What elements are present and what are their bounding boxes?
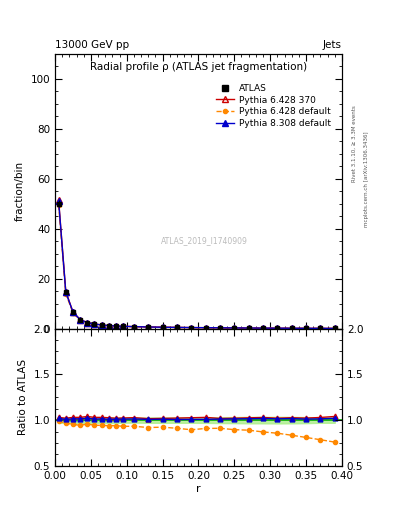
Y-axis label: fraction/bin: fraction/bin bbox=[15, 161, 25, 221]
Text: 13000 GeV pp: 13000 GeV pp bbox=[55, 39, 129, 50]
Legend: ATLAS, Pythia 6.428 370, Pythia 6.428 default, Pythia 8.308 default: ATLAS, Pythia 6.428 370, Pythia 6.428 de… bbox=[213, 80, 334, 132]
Text: ATLAS_2019_I1740909: ATLAS_2019_I1740909 bbox=[161, 236, 248, 245]
X-axis label: r: r bbox=[196, 483, 201, 494]
Text: Radial profile ρ (ATLAS jet fragmentation): Radial profile ρ (ATLAS jet fragmentatio… bbox=[90, 62, 307, 72]
Text: Jets: Jets bbox=[323, 39, 342, 50]
Text: mcplots.cern.ch [arXiv:1306.3436]: mcplots.cern.ch [arXiv:1306.3436] bbox=[364, 132, 369, 227]
Text: Rivet 3.1.10, ≥ 3.3M events: Rivet 3.1.10, ≥ 3.3M events bbox=[352, 105, 357, 182]
Y-axis label: Ratio to ATLAS: Ratio to ATLAS bbox=[18, 359, 28, 435]
